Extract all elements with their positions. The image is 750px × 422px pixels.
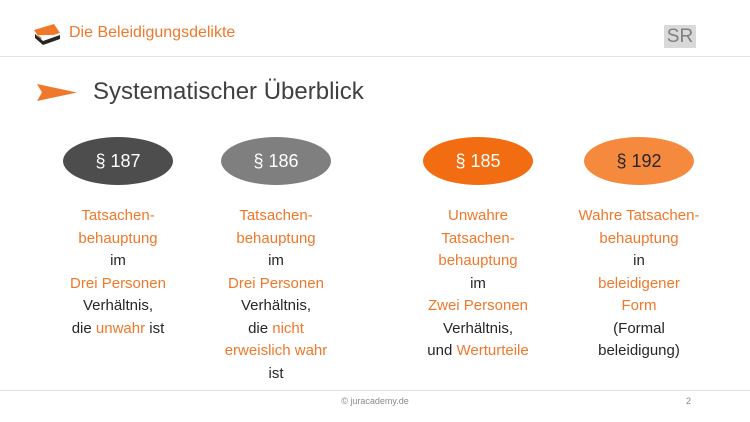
section-oval-185: § 185	[423, 137, 533, 185]
section-oval-186: § 186	[221, 137, 331, 185]
desc-line: im	[268, 252, 284, 269]
desc-line: beleidigung)	[598, 342, 680, 359]
section-oval-187: § 187	[63, 137, 173, 185]
footer-copyright: © juracademy.de	[341, 396, 409, 406]
slide-header: Die Beleidigungsdelikte SR	[0, 0, 750, 57]
column-192: § 192 Wahre Tatsachen- behauptung in bel…	[564, 137, 714, 363]
desc-line: Drei Personen	[228, 274, 324, 292]
section-title: Systematischer Überblick	[93, 78, 364, 105]
footer-divider	[0, 390, 750, 391]
desc-line: behauptung	[236, 229, 316, 247]
desc-line: behauptung	[78, 229, 158, 247]
description-192: Wahre Tatsachen- behauptung in beleidige…	[564, 205, 714, 363]
section-oval-192: § 192	[584, 137, 694, 185]
desc-line: die unwahr ist	[71, 319, 165, 337]
desc-line: Unwahre	[447, 207, 509, 224]
desc-line: Verhältnis,	[240, 297, 312, 314]
book-cap-logo-icon	[34, 24, 60, 45]
desc-line: Tatsachen-	[239, 207, 313, 224]
desc-line: im	[470, 274, 486, 292]
desc-line: Tatsachen-	[81, 207, 155, 224]
desc-line: erweislich wahr	[224, 342, 328, 359]
sr-badge: SR	[664, 25, 696, 48]
desc-line: und Werturteile	[427, 342, 529, 359]
description-186: Tatsachen- behauptung im Drei Personen V…	[201, 205, 351, 385]
page-number: 2	[686, 396, 692, 406]
desc-line: (Formal	[613, 319, 665, 337]
description-185: Unwahre Tatsachen- behauptung im Zwei Pe…	[403, 205, 553, 363]
column-186: § 186 Tatsachen- behauptung im Drei Pers…	[201, 137, 351, 385]
desc-line: ist	[268, 364, 284, 382]
desc-line: Verhältnis,	[442, 319, 514, 337]
desc-line: Verhältnis,	[82, 297, 154, 314]
desc-line: in	[633, 252, 645, 269]
column-185: § 185 Unwahre Tatsachen- behauptung im Z…	[403, 137, 553, 363]
desc-line: Form	[621, 297, 657, 314]
desc-line: die nicht	[248, 319, 304, 337]
desc-line: behauptung	[438, 252, 518, 269]
desc-line: beleidigener	[598, 274, 680, 292]
orange-arrow-icon	[37, 84, 77, 101]
desc-line: Tatsachen-	[441, 229, 515, 247]
desc-line: Wahre Tatsachen-	[578, 207, 700, 224]
header-title: Die Beleidigungsdelikte	[69, 24, 236, 41]
desc-line: im	[110, 252, 126, 269]
desc-line: Drei Personen	[70, 274, 166, 292]
description-187: Tatsachen- behauptung im Drei Personen V…	[43, 205, 193, 340]
desc-line: Zwei Personen	[427, 297, 529, 314]
desc-line: behauptung	[599, 229, 679, 247]
column-187: § 187 Tatsachen- behauptung im Drei Pers…	[43, 137, 193, 340]
